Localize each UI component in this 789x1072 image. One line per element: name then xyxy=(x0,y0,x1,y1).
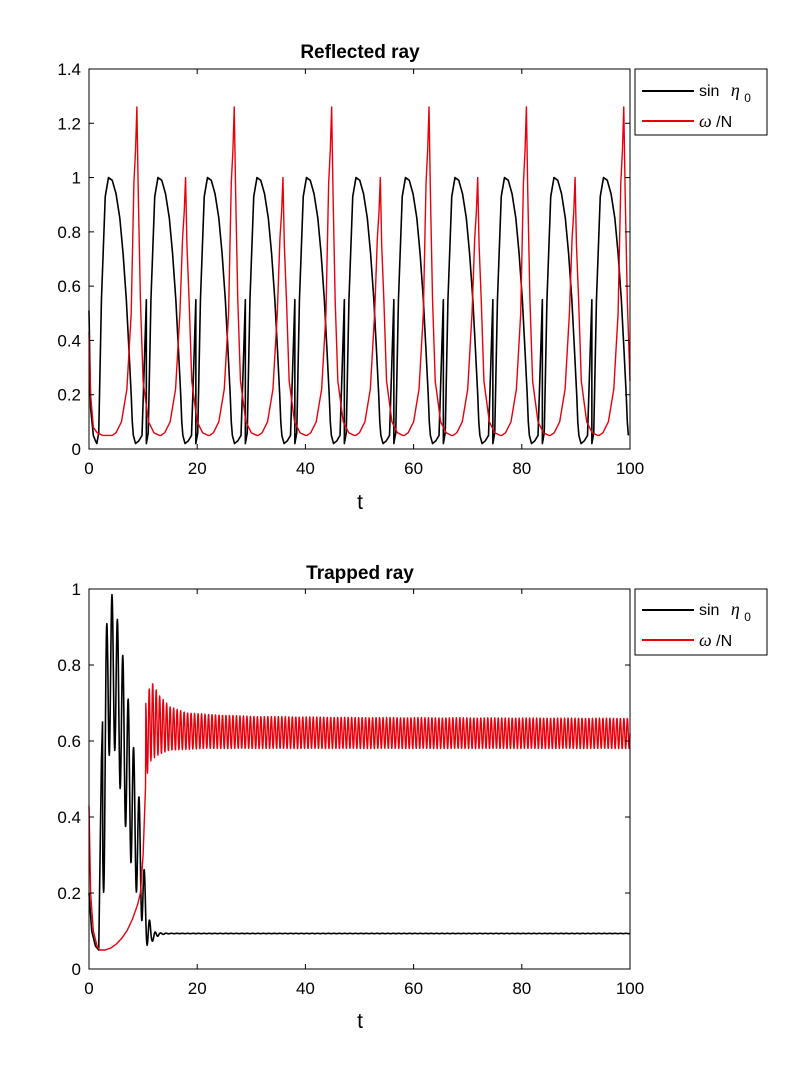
legend-eta-subscript: 0 xyxy=(744,610,751,624)
legend: sin η 0 ω /N xyxy=(634,68,768,136)
legend-box xyxy=(634,588,768,656)
x-tick-label: 80 xyxy=(512,459,531,478)
legend-omega-symbol: ω xyxy=(699,111,712,131)
x-tick-label: 0 xyxy=(84,979,93,998)
x-axis-label: t xyxy=(357,491,363,514)
x-tick-label: 100 xyxy=(616,979,644,998)
legend-sin-word: sin xyxy=(699,83,719,100)
axes-box xyxy=(88,588,631,970)
x-tick-label: 40 xyxy=(296,979,315,998)
legend-label-sin-eta: sin η 0 xyxy=(699,80,751,105)
x-tick-label: 100 xyxy=(616,459,644,478)
y-tick-label: 0.2 xyxy=(57,884,81,903)
legend-omega-symbol: ω xyxy=(699,630,712,650)
chart-title: Reflected ray xyxy=(300,42,420,63)
y-tick-label: 1 xyxy=(72,169,81,188)
legend-sin-word: sin xyxy=(699,602,719,619)
x-axis: 0 20 40 60 80 100 xyxy=(84,69,644,478)
x-tick-label: 40 xyxy=(296,459,315,478)
series-line-omega-over-n xyxy=(88,683,631,951)
x-tick-label: 80 xyxy=(512,979,531,998)
y-axis: 0 0.2 0.4 0.6 0.8 1 1.2 1.4 xyxy=(57,60,630,459)
chart-title: Trapped ray xyxy=(306,563,414,584)
series-line-sin-eta xyxy=(88,176,630,445)
y-tick-label: 0 xyxy=(72,440,81,459)
axes-box xyxy=(88,68,631,450)
series-line-omega-over-n xyxy=(88,106,631,437)
y-tick-label: 0.4 xyxy=(57,331,81,350)
legend-eta-symbol: η xyxy=(731,599,740,619)
x-tick-label: 60 xyxy=(404,979,423,998)
legend-eta-subscript: 0 xyxy=(744,91,751,105)
y-tick-label: 1 xyxy=(72,580,81,599)
legend-eta-symbol: η xyxy=(731,80,740,100)
y-axis: 0 0.2 0.4 0.6 0.8 1 xyxy=(57,580,630,979)
y-tick-label: 1.2 xyxy=(57,114,81,133)
legend-label-omega: ω /N xyxy=(699,630,732,650)
y-tick-label: 0.6 xyxy=(57,277,81,296)
legend: sin η 0 ω /N xyxy=(634,588,768,656)
legend-box xyxy=(634,68,768,136)
reflected-ray-chart: Reflected ray 0 0.2 0.4 0.6 0.8 1 1.2 1.4 0 20 40… xyxy=(57,42,768,514)
x-axis: 0 20 40 60 80 100 xyxy=(84,589,644,998)
y-tick-label: 0.2 xyxy=(57,386,81,405)
legend-label-omega: ω /N xyxy=(699,111,732,131)
y-tick-label: 0.8 xyxy=(57,656,81,675)
plot-area xyxy=(88,593,631,951)
series-line-sin-eta xyxy=(88,593,631,951)
legend-over-n: /N xyxy=(716,633,732,650)
x-axis-label: t xyxy=(357,1010,363,1033)
y-tick-label: 0.6 xyxy=(57,732,81,751)
x-tick-label: 20 xyxy=(188,979,207,998)
legend-label-sin-eta: sin η 0 xyxy=(699,599,751,624)
legend-over-n: /N xyxy=(716,114,732,131)
x-tick-label: 0 xyxy=(84,459,93,478)
trapped-ray-chart: Trapped ray 00.20.40.60.81 0 20 40 60 80 100 … xyxy=(57,563,768,1033)
y-tick-label: 1.4 xyxy=(57,60,81,79)
x-tick-label: 60 xyxy=(404,459,423,478)
plot-area xyxy=(88,106,631,445)
y-tick-label: 0 xyxy=(72,960,81,979)
y-tick-label: 0.8 xyxy=(57,223,81,242)
x-tick-label: 20 xyxy=(188,459,207,478)
y-tick-label: 0.4 xyxy=(57,808,81,827)
